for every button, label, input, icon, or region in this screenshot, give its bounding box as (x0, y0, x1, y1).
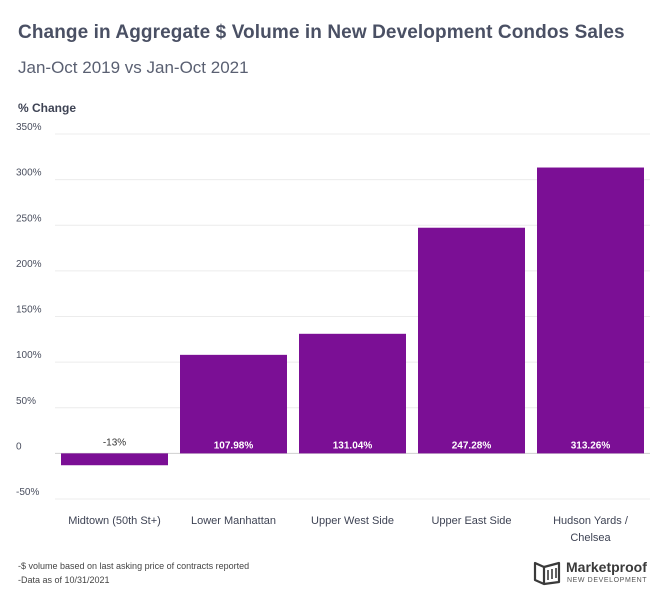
data-label: 247.28% (452, 440, 492, 451)
y-tick-label: 0 (16, 441, 22, 452)
footnotes: -$ volume based on last asking price of … (18, 559, 249, 587)
x-tick-label: Hudson Yards / (553, 515, 629, 527)
footnote: -$ volume based on last asking price of … (18, 561, 250, 571)
bar (61, 453, 168, 466)
y-tick-label: 100% (16, 350, 42, 361)
footnote: -Data as of 10/31/2021 (18, 575, 110, 585)
data-label: -13% (103, 437, 126, 448)
x-tick-label: Upper West Side (311, 515, 394, 527)
y-tick-label: 150% (16, 305, 42, 316)
x-tick-label: Chelsea (570, 532, 611, 544)
logo-mark-icon (533, 561, 561, 586)
data-label: 107.98% (214, 440, 254, 451)
marketproof-logo: Marketproof NEW DEVELOPMENT (533, 558, 663, 588)
y-tick-label: 300% (16, 168, 42, 179)
y-tick-label: 200% (16, 259, 42, 270)
logo-tagline: NEW DEVELOPMENT (567, 577, 648, 584)
bar (537, 167, 644, 454)
data-label: 313.26% (571, 440, 611, 451)
bar (299, 333, 406, 454)
data-label: 131.04% (333, 440, 373, 451)
x-tick-label: Lower Manhattan (191, 515, 276, 527)
x-tick-label: Midtown (50th St+) (68, 515, 161, 527)
logo-name: Marketproof (566, 559, 647, 575)
bar-chart: 350% 300% 250% 200% 150% 100% 50% 0 -50% -13% Midt… (16, 122, 650, 544)
bar (418, 227, 525, 454)
chart-subtitle: Jan-Oct 2019 vs Jan-Oct 2021 (18, 58, 249, 77)
y-tick-label: 50% (16, 396, 36, 407)
chart-title: Change in Aggregate $ Volume in New Deve… (18, 22, 625, 43)
x-tick-label: Upper East Side (431, 515, 511, 527)
bar (180, 354, 287, 454)
y-tick-label: 350% (16, 122, 42, 133)
y-tick-label: -50% (16, 487, 39, 498)
y-tick-label: 250% (16, 213, 42, 224)
y-axis-label: % Change (18, 101, 77, 115)
